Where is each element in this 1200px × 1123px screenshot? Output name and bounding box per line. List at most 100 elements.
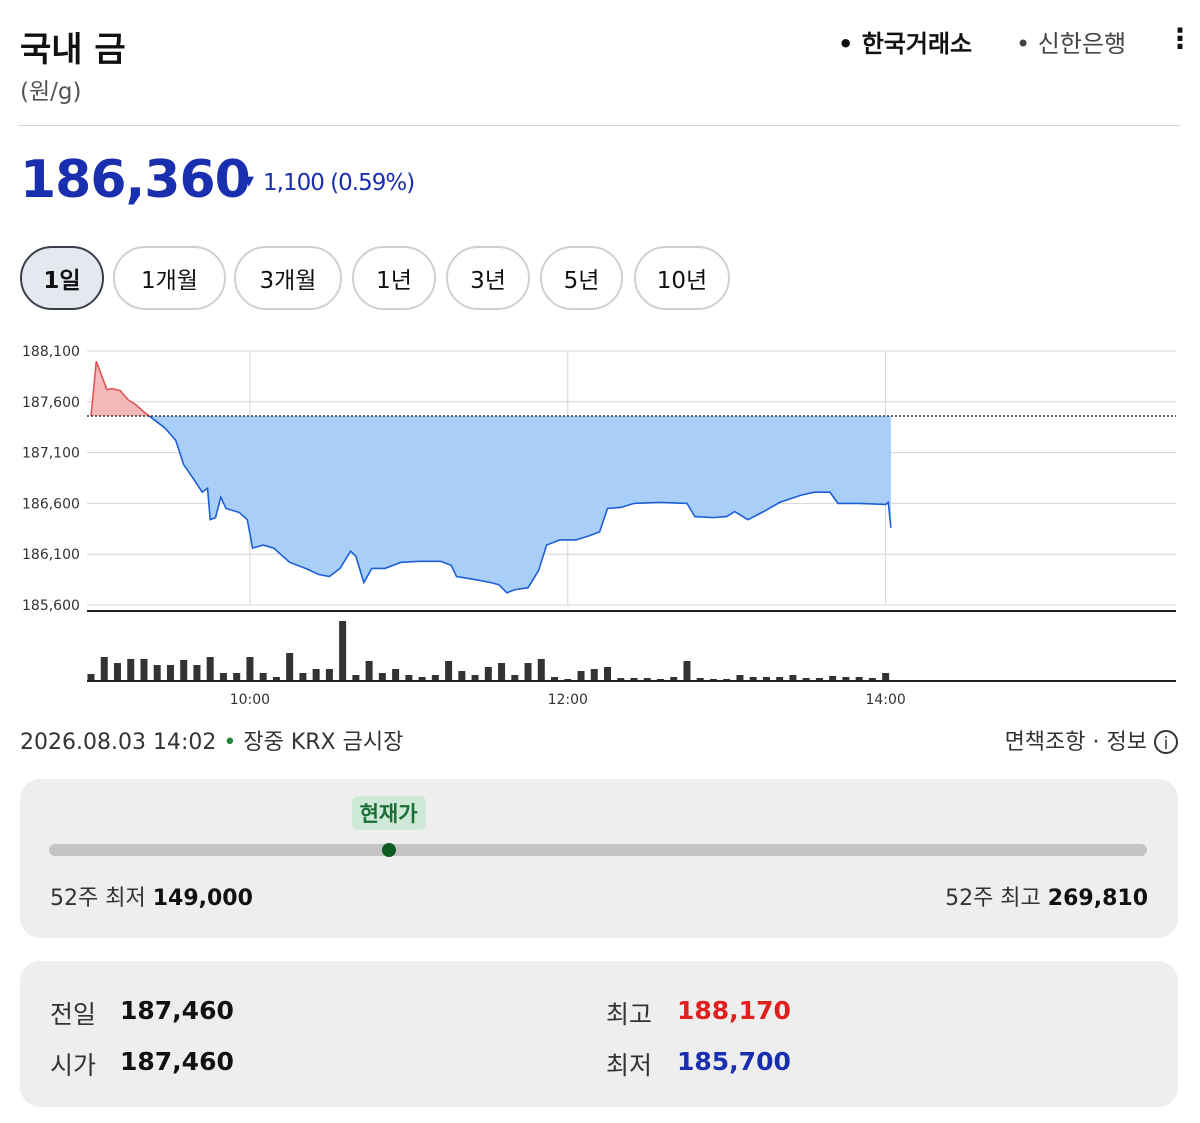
volume-bar — [868, 678, 876, 681]
unit: (원/g) — [20, 79, 82, 105]
volume-bar — [696, 678, 704, 681]
change: 1,100 — [263, 170, 325, 196]
market: KRX 금시장 — [290, 730, 404, 755]
session: 장중 — [243, 730, 284, 755]
period-button[interactable]: 1일 — [20, 246, 104, 310]
y-tick-label: 187,100 — [22, 446, 80, 462]
volume-bar — [246, 657, 254, 681]
volume-bar — [206, 657, 214, 681]
volume-bar — [604, 667, 612, 681]
datetime: 2026.08.03 14:02 — [20, 730, 217, 755]
period-button[interactable]: 1개월 — [113, 246, 226, 310]
volume-bar — [577, 671, 585, 681]
period-button[interactable]: 3개월 — [234, 246, 342, 310]
title: 국내 금 — [20, 30, 126, 70]
volume-bar — [153, 665, 161, 681]
volume-bar — [431, 675, 439, 681]
volume-bar — [378, 673, 386, 681]
range-high: 52주 최고 269,810 — [945, 880, 1148, 912]
volume-bar — [365, 661, 373, 681]
volume-bar — [458, 671, 466, 681]
stat-name: 최고 — [606, 1000, 653, 1029]
volume-bar — [630, 678, 638, 681]
disclaimer-link[interactable]: 면책조항 — [1004, 730, 1086, 755]
volume-bar — [815, 678, 823, 681]
y-tick-label: 187,600 — [22, 395, 80, 411]
volume-bar — [392, 669, 400, 681]
volume-bar — [789, 675, 797, 681]
volume-bar — [802, 678, 810, 681]
source-tab[interactable]: • 한국거래소 — [838, 24, 972, 59]
volume-bar — [166, 665, 174, 681]
volume-bar — [418, 677, 426, 681]
volume-bar — [590, 669, 598, 681]
stat-value: 187,460 — [120, 1047, 234, 1076]
source-label: 신한은행 — [1037, 30, 1127, 58]
range-high-value: 269,810 — [1047, 886, 1148, 911]
volume-bar — [749, 677, 757, 681]
volume-bar — [339, 621, 347, 681]
volume-bar — [617, 678, 625, 681]
volume-bar — [524, 663, 532, 681]
volume-bar — [829, 676, 837, 681]
area-above — [91, 361, 150, 417]
change-pct: (0.59%) — [330, 170, 415, 196]
volume-bar — [113, 663, 121, 681]
volume-bar — [272, 677, 280, 681]
live-dot: • — [223, 730, 237, 755]
period-button[interactable]: 5년 — [540, 246, 623, 310]
stat-name: 최저 — [606, 1051, 653, 1080]
more-menu[interactable]: ⋮ — [1166, 22, 1194, 55]
volume-bar — [325, 669, 333, 681]
current-price: 186,360 — [20, 150, 251, 210]
bullet: • — [838, 30, 862, 58]
y-tick-label: 185,600 — [22, 598, 80, 614]
range-low: 52주 최저 149,000 — [50, 880, 253, 912]
x-tick-label: 14:00 — [865, 692, 905, 708]
range-low-name: 52주 최저 — [50, 886, 146, 911]
info-icon[interactable]: i — [1154, 730, 1178, 754]
period-button[interactable]: 10년 — [634, 246, 730, 310]
price-change: 1,100 (0.59%) — [263, 170, 415, 196]
volume-bar — [498, 663, 506, 681]
stat-name: 전일 — [50, 1000, 97, 1029]
volume-bar — [471, 675, 479, 681]
links: 면책조항 · 정보 i — [1005, 724, 1178, 756]
volume-bar — [643, 678, 651, 681]
y-tick-label: 186,600 — [22, 496, 80, 512]
range-marker — [381, 843, 396, 857]
stat-name: 시가 — [50, 1051, 97, 1080]
source-tab[interactable]: • 신한은행 — [1016, 24, 1126, 59]
volume-bar — [180, 660, 188, 681]
volume-bar — [259, 673, 267, 681]
x-tick-label: 10:00 — [230, 692, 270, 708]
volume-bar — [762, 677, 770, 681]
source-label: 한국거래소 — [861, 30, 973, 58]
stat-value: 185,700 — [677, 1047, 791, 1076]
volume-bar — [193, 665, 201, 681]
period-button[interactable]: 3년 — [446, 246, 530, 310]
volume-bar — [484, 667, 492, 681]
volume-bar — [233, 673, 241, 681]
stat-value: 188,170 — [677, 996, 791, 1025]
chart: 185,600 186,100 186,600 187,100 187,600 188,1… — [22, 344, 1176, 708]
down-arrow: ▼ — [244, 174, 254, 189]
volume-bar — [286, 653, 294, 681]
volume-bar — [127, 659, 135, 681]
stat-value: 187,460 — [120, 996, 234, 1025]
period-button[interactable]: 1년 — [352, 246, 436, 310]
volume-bar — [736, 675, 744, 681]
volume-bar — [219, 673, 227, 681]
volume-bar — [312, 669, 320, 681]
volume-bar — [776, 677, 784, 681]
divider — [18, 125, 1180, 126]
x-tick-label: 12:00 — [548, 692, 588, 708]
stats-box — [20, 961, 1178, 1107]
volume-bar — [445, 661, 453, 681]
info-link[interactable]: 정보 — [1106, 730, 1147, 755]
range-track — [49, 844, 1147, 856]
y-tick-label: 186,100 — [22, 547, 80, 563]
range-low-value: 149,000 — [152, 886, 253, 911]
bullet: • — [1016, 30, 1038, 58]
